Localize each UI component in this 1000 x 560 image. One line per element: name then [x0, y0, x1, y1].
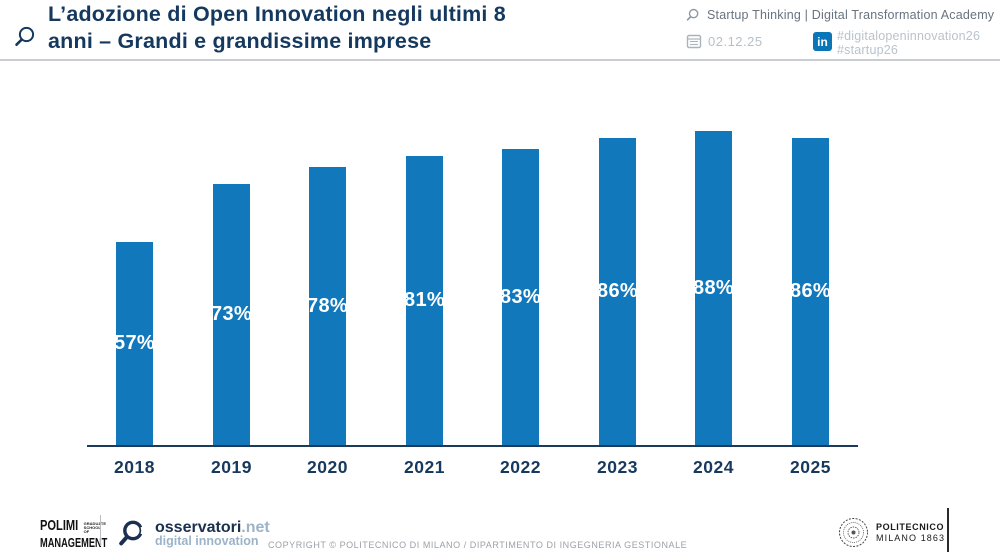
bar-2022: 83% — [500, 149, 541, 445]
osservatori-logo: osservatori.net digital innovation — [117, 518, 270, 548]
bar-value-label: 81% — [404, 289, 445, 311]
magnifier-icon — [15, 26, 35, 47]
program-label: Startup Thinking | Digital Transformatio… — [707, 8, 995, 22]
polimi-logo-subtext: GRADUATE SCHOOL OF — [83, 521, 107, 534]
x-axis-label: 2020 — [307, 457, 348, 477]
osservatori-net: .net — [241, 518, 270, 536]
bar-2021: 81% — [404, 156, 445, 445]
polimi-logo-text: POLIMI — [40, 517, 79, 534]
polimi-management-logo: POLIMI GRADUATE SCHOOL OF MANAGEMENT — [40, 517, 131, 552]
x-axis-label: 2025 — [790, 457, 831, 477]
x-axis-label: 2023 — [597, 457, 638, 477]
footer-divider — [100, 515, 101, 546]
footer-right-divider — [947, 508, 949, 552]
bar-2025: 86% — [790, 138, 831, 445]
osservatori-magnifier-icon — [119, 520, 144, 546]
bar-2018: 57% — [114, 242, 155, 445]
hashtags: #digitalopeninnovation26 #startup26 — [837, 29, 981, 57]
polimi-logo-management: MANAGEMENT — [40, 536, 108, 550]
bar-value-label: 83% — [500, 285, 541, 308]
bar-value-label: 86% — [790, 280, 831, 302]
copyright-text: COPYRIGHT © POLITECNICO DI MILANO / DIPA… — [268, 540, 688, 550]
politecnico-logo-text: POLITECNICO MILANO 1863 — [876, 523, 945, 543]
bar-2024: 88% — [693, 131, 734, 445]
date-label: 02.12.25 — [708, 34, 763, 49]
x-axis-label: 2024 — [693, 457, 734, 477]
bar-2023: 86% — [597, 138, 638, 445]
x-axis-label: 2021 — [404, 457, 445, 477]
hashtag-2: #startup26 — [837, 42, 899, 57]
bar-2019: 73% — [211, 184, 252, 445]
hashtag-1: #digitalopeninnovation26 — [837, 29, 981, 43]
bar-value-label: 73% — [211, 303, 252, 325]
title-line-1: L’adozione di Open Innovation negli ulti… — [48, 2, 506, 26]
osservatori-name: osservatori — [155, 518, 242, 536]
osservatori-tagline: digital innovation — [155, 533, 259, 548]
linkedin-icon: in — [813, 32, 832, 51]
bar-2020: 78% — [307, 167, 348, 445]
title-line-2: anni – Grandi e grandissime imprese — [48, 29, 432, 53]
bar-value-label: 88% — [693, 276, 734, 299]
x-axis-label: 2018 — [114, 457, 155, 477]
bar-chart: 57% 2018 73% 2019 78% 2020 81% 2021 83% 2022 86% 20… — [87, 131, 858, 477]
x-axis-label: 2022 — [500, 457, 541, 477]
bar-value-label: 86% — [597, 280, 638, 302]
politecnico-line-1: POLITECNICO — [876, 522, 945, 532]
politecnico-seal-icon — [839, 518, 868, 547]
calendar-icon — [686, 34, 702, 49]
x-axis-line — [87, 445, 858, 447]
slide-footer: POLIMI GRADUATE SCHOOL OF MANAGEMENT oss… — [0, 490, 1000, 560]
x-axis-label: 2019 — [211, 457, 252, 477]
politecnico-line-2: MILANO 1863 — [876, 533, 946, 543]
slide-header: L’adozione di Open Innovation negli ulti… — [0, 0, 1000, 61]
bar-value-label: 78% — [307, 294, 348, 317]
search-icon — [686, 8, 699, 21]
page-title: L’adozione di Open Innovation negli ulti… — [48, 1, 506, 55]
bar-value-label: 57% — [114, 332, 155, 354]
program-row: Startup Thinking | Digital Transformatio… — [685, 6, 994, 24]
